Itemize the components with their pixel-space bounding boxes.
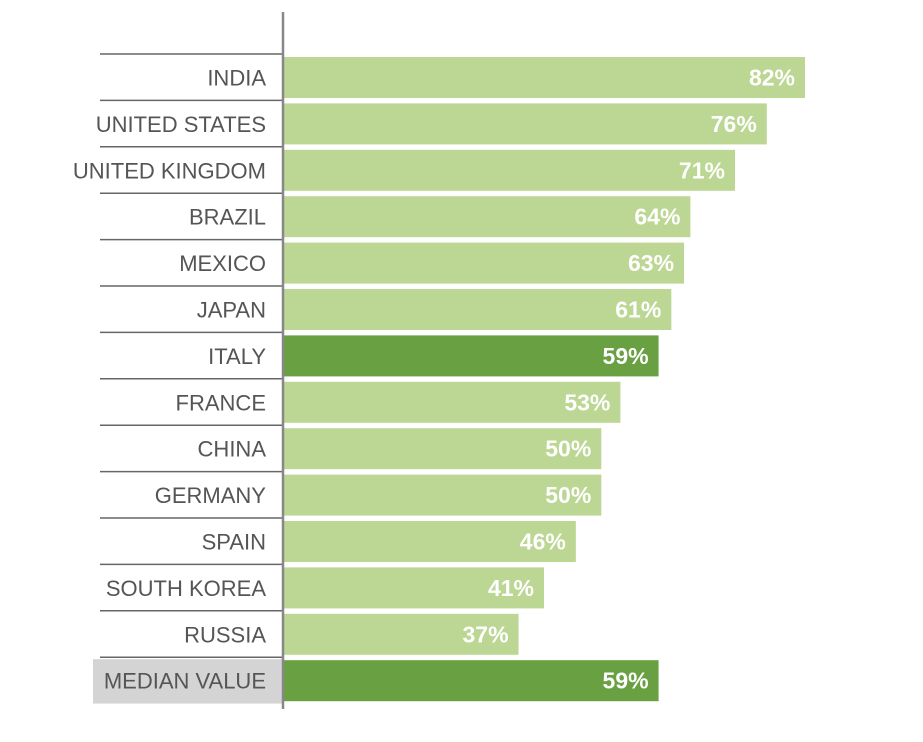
value-label: 46% <box>520 529 566 555</box>
bar-japan <box>283 289 672 330</box>
category-label: SOUTH KOREA <box>106 576 266 601</box>
bar-spain <box>283 521 576 562</box>
category-label-layer: INDIA UNITED STATES UNITED KINGDOM BRAZIL ME… <box>73 66 266 694</box>
category-label: BRAZIL <box>189 205 266 230</box>
value-label: 59% <box>603 668 649 694</box>
category-label: CHINA <box>198 437 267 462</box>
value-label: 59% <box>603 343 649 369</box>
label-background-layer <box>93 659 283 704</box>
bar-united-kingdom <box>283 149 735 191</box>
bar-united-states <box>283 103 767 145</box>
value-label: 50% <box>545 482 591 508</box>
bar-layer <box>283 57 805 702</box>
value-label: 82% <box>749 65 795 91</box>
bar-brazil <box>283 196 691 238</box>
bar-germany <box>283 474 602 516</box>
value-label-layer: 82% 76% 71% 64% 63% 61% 59% 53% 50% 50% 46% 41% 37% 5… <box>462 65 795 694</box>
category-label: FRANCE <box>176 390 266 415</box>
median-label-background <box>93 659 283 704</box>
category-label: INDIA <box>207 66 266 91</box>
value-label: 37% <box>462 621 508 647</box>
bar-italy <box>283 335 659 377</box>
row-divider-layer <box>100 53 283 658</box>
bar-china <box>283 428 602 470</box>
category-label: ITALY <box>208 344 266 369</box>
value-label: 63% <box>628 250 674 276</box>
value-label: 64% <box>634 204 680 230</box>
bar-median-value <box>283 660 659 702</box>
value-label: 61% <box>615 297 661 323</box>
value-label: 76% <box>711 111 757 137</box>
bar-mexico <box>283 242 685 284</box>
category-label: JAPAN <box>197 298 266 323</box>
category-label: MEXICO <box>179 251 266 276</box>
bar-russia <box>283 613 519 655</box>
value-label: 50% <box>545 436 591 462</box>
category-label: UNITED STATES <box>96 112 266 137</box>
category-label: UNITED KINGDOM <box>73 158 266 183</box>
category-label: MEDIAN VALUE <box>104 669 266 694</box>
category-label: GERMANY <box>155 483 267 508</box>
bar-india <box>283 57 805 98</box>
category-label: SPAIN <box>202 530 266 555</box>
bar-france <box>283 381 621 423</box>
value-label: 71% <box>679 157 725 183</box>
value-label: 41% <box>488 575 534 601</box>
value-label: 53% <box>564 389 610 415</box>
bar-south-korea <box>283 567 544 609</box>
category-label: RUSSIA <box>184 622 266 647</box>
